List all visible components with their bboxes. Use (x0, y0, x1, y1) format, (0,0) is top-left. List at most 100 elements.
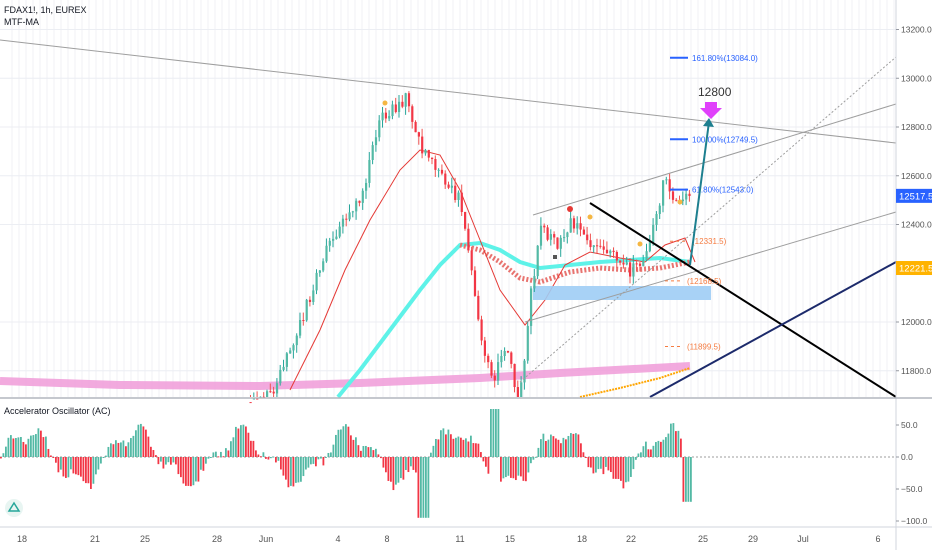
candle-body (328, 240, 331, 246)
oscillator-bar (145, 429, 147, 457)
oscillator-bar (285, 457, 287, 480)
oscillator-bar (495, 409, 497, 457)
oscillator-bar (97, 457, 100, 470)
candle-body (371, 145, 374, 160)
oscillator-bar (382, 457, 385, 468)
oscillator-bar (515, 457, 517, 481)
oscillator-bar (492, 409, 495, 457)
oscillator-bar (477, 443, 480, 457)
candle-body (642, 260, 645, 266)
candle-body (391, 104, 394, 117)
oscillator-bar (77, 457, 80, 476)
oscillator-bar (107, 446, 110, 457)
oscillator-bar (470, 435, 472, 457)
indicator-label[interactable]: MTF-MA (4, 17, 39, 27)
candle-body (256, 398, 259, 400)
price-tick-label: 12000.0 (901, 317, 932, 327)
oscillator-bar (187, 457, 190, 486)
ma-price-badge[interactable] (896, 261, 932, 276)
current-price-label[interactable]: 12517.5 (899, 191, 932, 202)
tv-logo-icon[interactable] (5, 499, 23, 517)
marker-dot (567, 206, 573, 212)
target-down-arrow-icon (700, 102, 722, 119)
candle-body (500, 356, 503, 363)
oscillator-bar (422, 457, 425, 518)
trendline-navy-up (649, 261, 897, 398)
candle-body (602, 246, 605, 250)
oscillator-bar (545, 441, 547, 457)
candle-body (325, 245, 328, 262)
oscillator-bar (167, 457, 170, 463)
oscillator-bar (15, 438, 17, 457)
oscillator-bar (567, 435, 570, 457)
oscillator-bar (232, 437, 235, 457)
current-price-badge[interactable] (896, 188, 932, 203)
oscillator-bar (557, 439, 560, 457)
time-tick-label: 22 (626, 534, 636, 544)
oscillator-bar (610, 457, 612, 473)
candle-body (652, 224, 655, 243)
candle-body (404, 93, 407, 107)
oscillator-bar (280, 457, 282, 470)
projection-arrow-line (689, 121, 710, 266)
oscillator-bar (465, 438, 467, 457)
ma-pink-line (0, 362, 691, 391)
oscillator-bar (142, 426, 145, 457)
candle-body (431, 157, 434, 160)
oscillator-bar (455, 437, 457, 457)
candle-body (503, 350, 506, 357)
oscillator-bar (490, 409, 492, 457)
oscillator-bar (445, 434, 447, 457)
oscillator-bar (402, 457, 405, 480)
candle-body (520, 382, 523, 397)
osc-tick-label: −50.0 (901, 484, 923, 494)
oscillator-bar (255, 450, 257, 457)
oscillator-bar (670, 423, 672, 457)
ma-short-line (289, 149, 696, 391)
price-tick-label: 13200.0 (901, 25, 932, 35)
oscillator-bar (605, 457, 607, 467)
candle-body (401, 101, 404, 107)
oscillator-bar (25, 444, 27, 457)
oscillator-bar (562, 437, 565, 457)
time-tick-label: 25 (140, 534, 150, 544)
oscillator-bar (175, 457, 177, 465)
candle-body (629, 262, 632, 277)
oscillator-bar (127, 442, 130, 457)
ma-price-label[interactable]: 12221.5 (899, 264, 932, 275)
candle-body (398, 101, 401, 113)
oscillator-bar (305, 457, 307, 470)
candle-body (662, 180, 665, 206)
oscillator-bar (690, 457, 692, 502)
oscillator-bar (60, 457, 62, 470)
trendlines (0, 39, 897, 398)
oscillator-bar (30, 435, 32, 457)
oscillator-title[interactable]: Accelerator Oscillator (AC) (4, 406, 111, 416)
candle-body (536, 245, 539, 277)
candle-body (305, 299, 308, 321)
fib-level-label: 61.80%(12543.0) (692, 186, 754, 195)
oscillator-bar (290, 457, 292, 486)
candle-body (487, 355, 490, 363)
oscillator-bar (62, 457, 65, 477)
candle-body (368, 159, 371, 183)
oscillator-bar (275, 457, 277, 463)
oscillator-bar (577, 434, 580, 457)
marker-dot (382, 100, 388, 106)
fib-level-label: 161.80%(13084.0) (692, 54, 758, 63)
marker-dot (677, 199, 683, 205)
oscillator-bar (292, 457, 295, 487)
oscillator-bar (332, 444, 335, 457)
oscillator-bar (645, 441, 647, 457)
oscillator-bar (237, 428, 240, 457)
oscillator-bar (180, 457, 182, 478)
oscillator-bar (622, 457, 625, 489)
candle-body (648, 242, 651, 252)
candle-body (282, 366, 285, 370)
candle-body (497, 362, 500, 381)
time-tick-label: 29 (748, 534, 758, 544)
symbol-label[interactable]: FDAX1!, 1h, EUREX (4, 5, 87, 15)
oscillator-bar (317, 457, 320, 460)
candle-body (563, 237, 566, 239)
